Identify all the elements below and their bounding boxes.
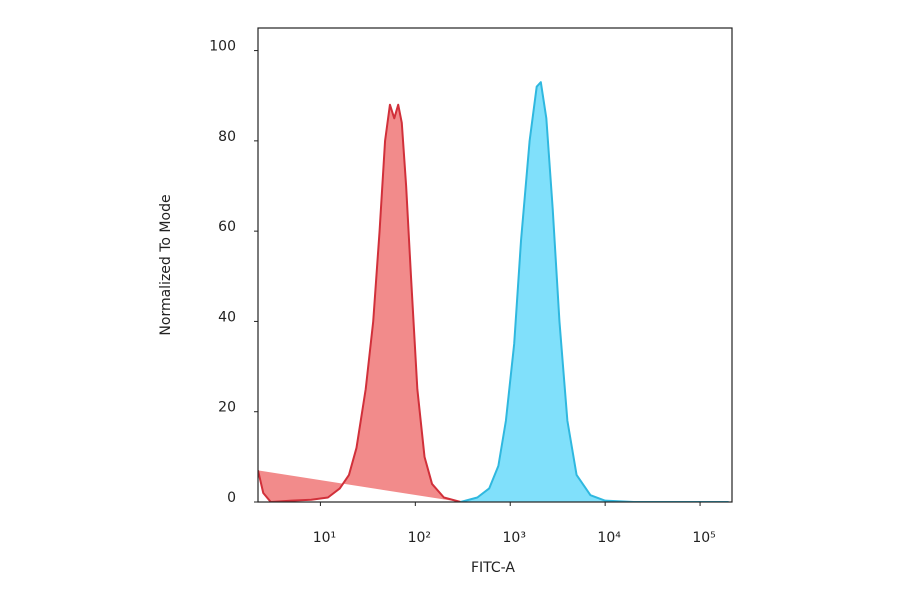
y-tick-label: 0 [227,490,236,506]
plot-frame [257,27,733,503]
y-tick-label: 40 [218,309,236,325]
y-tick-label: 80 [218,129,236,145]
y-tick-label: 20 [218,400,236,416]
plot-area [258,81,729,502]
y-tick-label: 100 [209,39,236,55]
x-tick-label: 10¹ [313,530,336,546]
y-tick-label: 60 [218,219,236,235]
y-axis-label: Normalized To Mode [158,194,174,335]
area-series [460,81,729,502]
x-axis-label: FITC-A [471,560,515,576]
x-tick-label: 10⁴ [597,530,621,546]
x-tick-label: 10² [408,530,431,546]
area-series [258,103,461,502]
x-tick-label: 10³ [503,530,526,546]
x-tick-label: 10⁵ [692,530,715,546]
